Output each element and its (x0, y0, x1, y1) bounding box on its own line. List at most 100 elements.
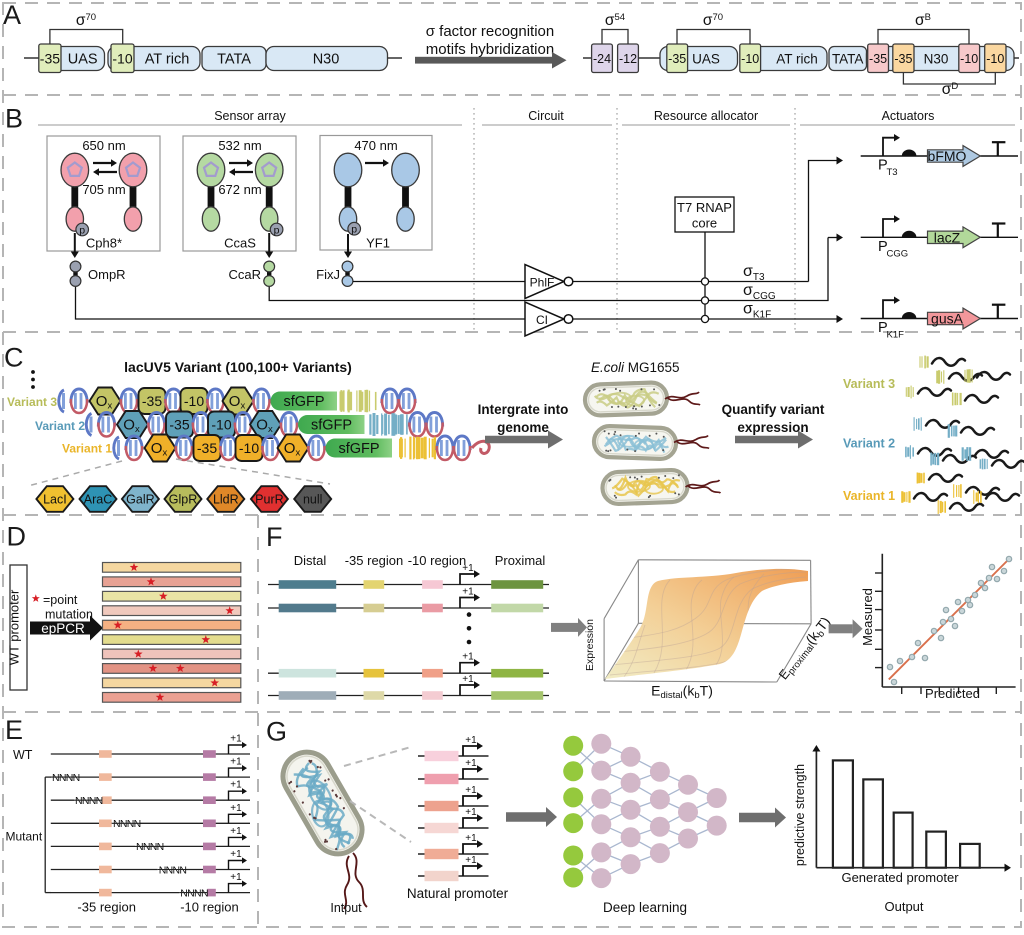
svg-text:+1: +1 (465, 785, 477, 796)
svg-text:Variant 3: Variant 3 (7, 395, 57, 409)
svg-text:650 nm: 650 nm (82, 138, 125, 153)
svg-text:470 nm: 470 nm (354, 138, 397, 153)
svg-text:N30: N30 (313, 52, 340, 68)
svg-text:lacZ: lacZ (934, 229, 961, 245)
svg-text:P: P (878, 158, 888, 174)
svg-text:Natural promoter: Natural promoter (407, 886, 509, 901)
svg-text:AT rich: AT rich (145, 52, 190, 68)
svg-text:+1: +1 (465, 833, 477, 844)
svg-text:-35: -35 (894, 52, 912, 66)
svg-text:-35 region: -35 region (77, 900, 136, 915)
svg-text:-10: -10 (211, 417, 231, 433)
svg-text:-10: -10 (960, 52, 978, 66)
svg-text:CcaR: CcaR (228, 267, 261, 282)
svg-text:CI: CI (536, 313, 548, 327)
svg-text:CGG: CGG (887, 248, 909, 259)
svg-text:-10: -10 (184, 393, 204, 409)
svg-text:YF1: YF1 (366, 236, 390, 251)
svg-text:G: G (266, 717, 287, 747)
svg-text:-35: -35 (668, 52, 686, 66)
svg-text:Intergrate into: Intergrate into (478, 402, 569, 417)
svg-text:NNNN: NNNN (52, 772, 80, 784)
svg-text:p: p (79, 224, 85, 236)
svg-text:+1: +1 (462, 674, 474, 685)
svg-text:672 nm: 672 nm (218, 182, 261, 197)
svg-text:epPCR: epPCR (41, 621, 85, 636)
svg-text:-10: -10 (112, 51, 132, 67)
svg-text:motifs hybridization: motifs hybridization (426, 41, 554, 58)
svg-text:=point: =point (43, 593, 78, 607)
svg-text:Deep learning: Deep learning (603, 900, 687, 915)
svg-text:UAS: UAS (692, 52, 720, 67)
svg-text:Predicted: Predicted (925, 686, 980, 701)
svg-text:GalR: GalR (126, 492, 154, 506)
svg-text:Cph8*: Cph8* (86, 236, 122, 251)
svg-text:Quantify variant: Quantify variant (722, 402, 825, 417)
svg-text:σ factor recognition: σ factor recognition (426, 23, 555, 40)
svg-text:-35: -35 (40, 51, 60, 67)
svg-text:F: F (266, 522, 283, 552)
svg-text:PurR: PurR (255, 492, 283, 506)
svg-text:D: D (7, 522, 27, 552)
svg-text:Mutant: Mutant (6, 830, 43, 844)
svg-text:NNNN: NNNN (75, 795, 103, 807)
svg-text:p: p (351, 224, 357, 236)
svg-text:GlpR: GlpR (169, 492, 197, 506)
svg-text:TATA: TATA (217, 52, 251, 68)
svg-text:-35: -35 (169, 417, 189, 433)
svg-text:532 nm: 532 nm (218, 138, 261, 153)
svg-text:-10 region: -10 region (180, 900, 239, 915)
svg-text:Expression: Expression (584, 619, 596, 671)
svg-text:sfGFP: sfGFP (283, 394, 324, 410)
svg-text:UAS: UAS (68, 52, 98, 68)
svg-text:lacUV5 Variant (100,100+ Varia: lacUV5 Variant (100,100+ Variants) (124, 359, 352, 375)
svg-text:N30: N30 (924, 52, 949, 67)
svg-text:LacI: LacI (43, 492, 67, 506)
svg-text:705 nm: 705 nm (82, 182, 125, 197)
svg-text:Output: Output (884, 899, 923, 914)
svg-text:P: P (878, 239, 888, 255)
svg-text:-10: -10 (986, 52, 1004, 66)
svg-text:-35: -35 (869, 52, 887, 66)
svg-text:+1: +1 (465, 807, 477, 818)
svg-text:NNNN: NNNN (136, 841, 164, 853)
svg-text:expression: expression (737, 420, 808, 435)
svg-text:PhlF: PhlF (530, 275, 555, 289)
svg-text:WT: WT (13, 748, 33, 762)
svg-text:bFMO: bFMO (928, 148, 967, 164)
svg-text:Intput: Intput (330, 901, 362, 915)
svg-text:mutation: mutation (45, 608, 93, 622)
svg-text:A: A (3, 0, 21, 30)
svg-text:NNNN: NNNN (113, 818, 141, 830)
svg-text:predictive strength: predictive strength (793, 764, 807, 866)
svg-text:+1: +1 (230, 849, 242, 860)
svg-text:Resource allocator: Resource allocator (654, 109, 758, 123)
svg-text:WT promoter: WT promoter (7, 589, 22, 665)
svg-text:LldR: LldR (213, 492, 239, 506)
svg-text:-10 region: -10 region (408, 553, 467, 568)
svg-text:Variant 3: Variant 3 (843, 377, 895, 391)
svg-text:genome: genome (497, 420, 549, 435)
svg-text:Variant 1: Variant 1 (843, 489, 895, 503)
svg-text:Generated promoter: Generated promoter (841, 870, 959, 885)
svg-text:Sensor array: Sensor array (214, 109, 286, 123)
svg-text:E.coli MG1655: E.coli MG1655 (591, 360, 680, 375)
svg-text:NNNN: NNNN (180, 887, 208, 899)
svg-text:C: C (4, 343, 24, 373)
svg-text:null: null (303, 492, 322, 506)
svg-text:+1: +1 (230, 872, 242, 883)
svg-text:FixJ: FixJ (316, 267, 340, 282)
svg-text:core: core (692, 216, 717, 231)
svg-text:TATA: TATA (832, 52, 864, 67)
svg-text:Actuators: Actuators (882, 109, 935, 123)
svg-text:Variant 1: Variant 1 (62, 442, 112, 456)
svg-text:+1: +1 (462, 587, 474, 598)
svg-text:-35 region: -35 region (345, 553, 404, 568)
svg-text:K1F: K1F (887, 330, 905, 341)
svg-text:+1: +1 (465, 758, 477, 769)
svg-text:-12: -12 (619, 52, 637, 66)
svg-text:gusA: gusA (931, 311, 964, 327)
svg-text:AT rich: AT rich (776, 52, 818, 67)
svg-text:Distal: Distal (294, 553, 327, 568)
svg-text:B: B (5, 104, 23, 134)
